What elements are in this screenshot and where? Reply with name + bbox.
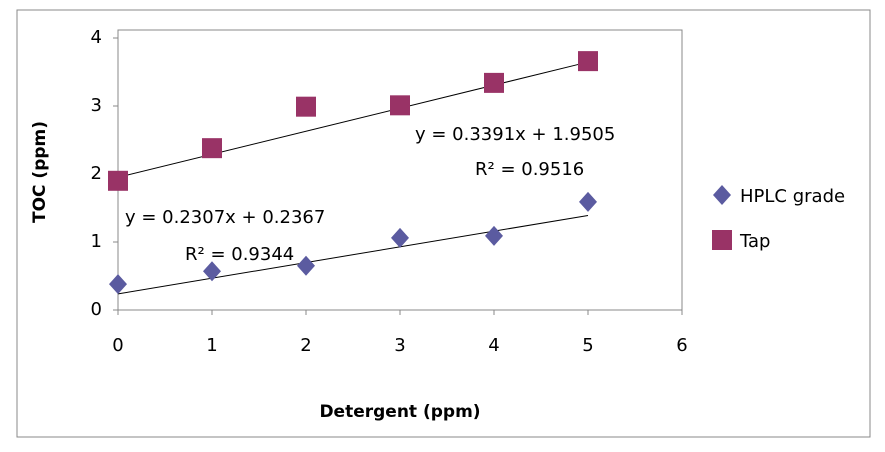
chart-border xyxy=(16,9,871,438)
x-tick-label: 6 xyxy=(676,335,687,356)
y-tick-label: 3 xyxy=(91,95,102,116)
data-point xyxy=(391,227,409,248)
trendline xyxy=(117,61,589,178)
data-point xyxy=(579,191,597,212)
y-axis-title: TOC (ppm) xyxy=(30,121,50,223)
data-point xyxy=(109,274,127,295)
y-tick-label: 4 xyxy=(91,27,102,48)
r-squared: R² = 0.9344 xyxy=(185,244,294,265)
x-tick-label: 1 xyxy=(206,335,217,356)
data-point xyxy=(297,255,315,276)
y-tick-label: 2 xyxy=(91,163,102,184)
x-tick-label: 2 xyxy=(300,335,311,356)
y-tick-label: 1 xyxy=(91,231,102,252)
x-tick-label: 5 xyxy=(582,335,593,356)
legend-label: HPLC grade xyxy=(740,186,845,207)
legend-marker xyxy=(713,185,731,205)
data-point xyxy=(203,261,221,282)
data-point xyxy=(108,170,128,191)
x-axis-title: Detergent (ppm) xyxy=(319,402,480,422)
data-point xyxy=(390,95,410,116)
x-tick-label: 3 xyxy=(394,335,405,356)
x-tick-label: 4 xyxy=(488,335,499,356)
data-point xyxy=(578,51,598,72)
data-point xyxy=(484,72,504,93)
data-point xyxy=(202,138,222,159)
trendline xyxy=(117,214,589,295)
legend-label: Tap xyxy=(739,231,770,252)
y-tick-label: 0 xyxy=(91,299,102,320)
r-squared: R² = 0.9516 xyxy=(475,159,584,180)
data-point xyxy=(485,225,503,246)
legend-marker xyxy=(712,230,732,250)
trendline-equation: y = 0.3391x + 1.9505 xyxy=(415,124,615,145)
x-tick-label: 0 xyxy=(112,335,123,356)
data-point xyxy=(296,96,316,117)
trendline-equation: y = 0.2307x + 0.2367 xyxy=(125,207,325,228)
